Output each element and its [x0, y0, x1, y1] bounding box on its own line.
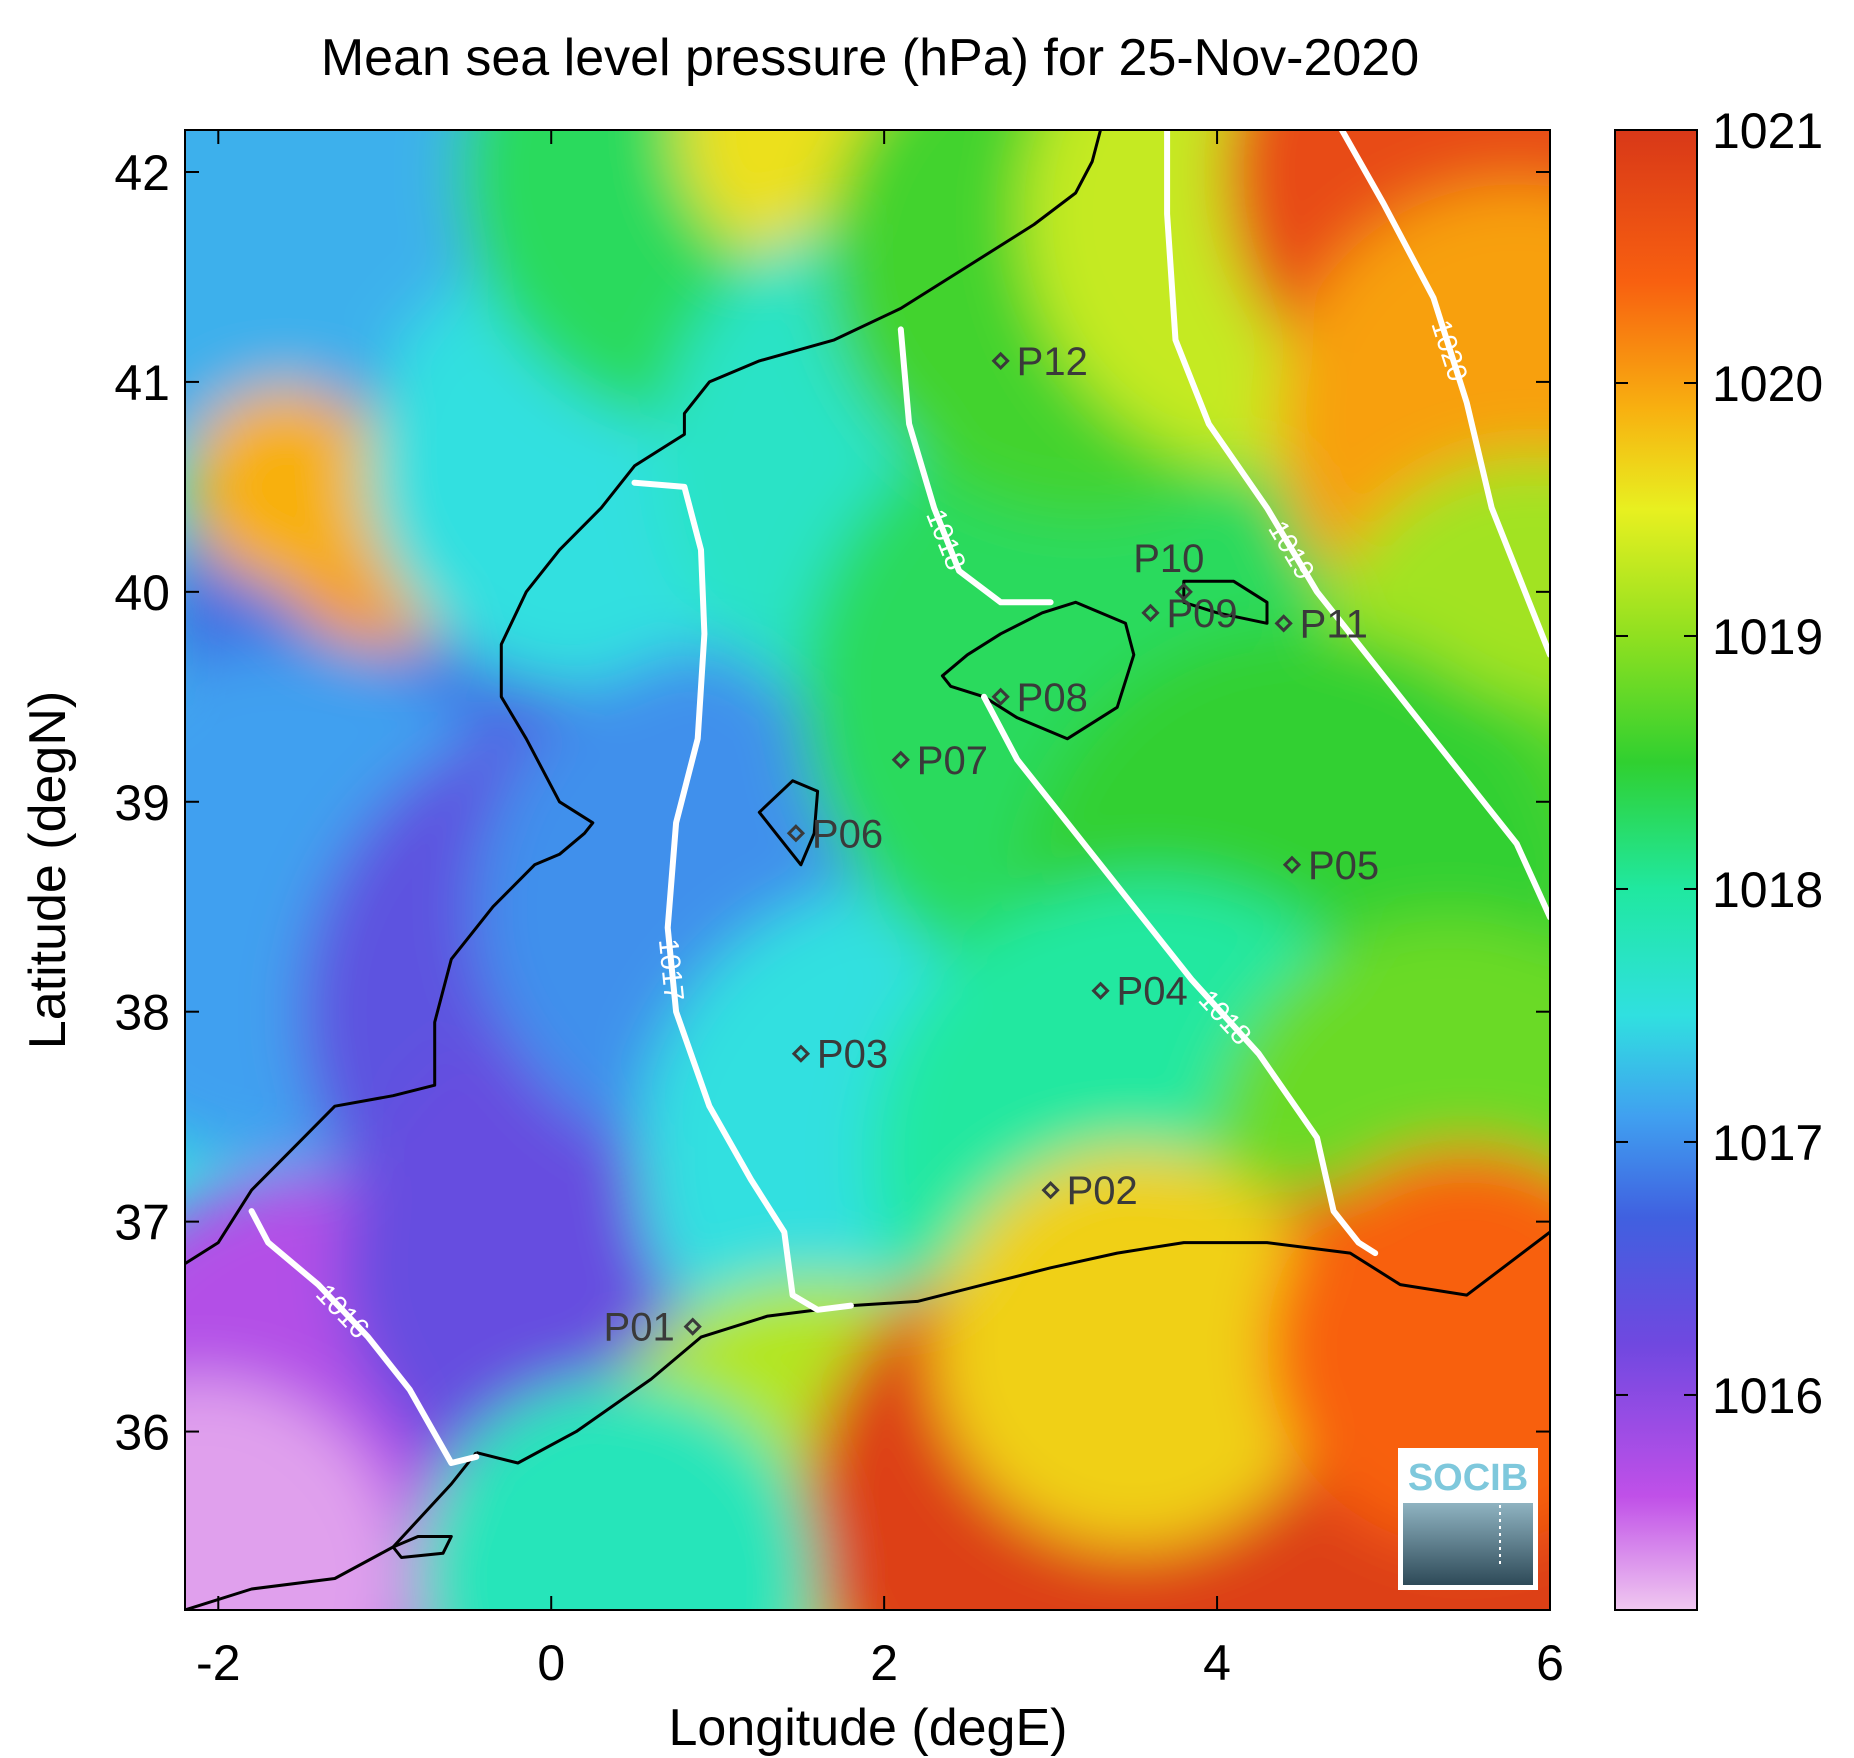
pressure-field — [185, 130, 1550, 1610]
station-layer: P01 P02 P03 P04 P05 P06 P07 P08 P09 P10 P11 P12 — [604, 340, 1380, 1350]
station-marker-icon — [991, 687, 1010, 706]
island-outline — [391, 1535, 453, 1559]
station-p05: P05 — [1282, 844, 1379, 888]
coastline — [185, 130, 1102, 1265]
station-p11: P11 — [1274, 602, 1368, 646]
colorbar-tick-label: 1021 — [1712, 103, 1823, 159]
colorbar: 1016 1017 1018 1019 1020 1021 — [1614, 103, 1823, 1611]
station-label: P04 — [1117, 970, 1188, 1014]
chart-title: Mean sea level pressure (hPa) for 25-Nov… — [321, 29, 1419, 87]
y-tick-label: 42 — [114, 145, 170, 201]
colorbar-tick-label: 1016 — [1712, 1368, 1823, 1424]
station-marker-icon — [1141, 603, 1160, 622]
station-label: P01 — [604, 1306, 675, 1350]
x-axis-label: Longitude (degE) — [669, 1699, 1068, 1757]
isobar-1017: 1017 — [631, 479, 854, 1313]
station-p02: P02 — [1041, 1169, 1138, 1213]
station-p07: P07 — [891, 739, 988, 783]
station-marker-icon — [991, 351, 1010, 371]
isobar-label: 1017 — [653, 937, 690, 1002]
station-p01: P01 — [604, 1306, 702, 1350]
station-p03: P03 — [791, 1033, 888, 1077]
station-label: P11 — [1300, 602, 1368, 646]
y-axis-ticks: 36 37 38 39 40 41 42 — [114, 145, 1550, 1461]
station-marker-icon — [1174, 582, 1193, 601]
station-label: P07 — [917, 739, 988, 783]
station-marker-icon — [1282, 855, 1302, 874]
socib-logo-text: SOCIB — [1408, 1457, 1528, 1499]
y-tick-label: 40 — [114, 565, 170, 621]
y-axis-label: Latitude (degN) — [19, 691, 77, 1049]
y-tick-label: 38 — [114, 985, 170, 1041]
map-frame — [184, 129, 1551, 1611]
colorbar-tick-label: 1020 — [1712, 356, 1823, 412]
colorbar-gradient — [1614, 129, 1698, 1611]
socib-logo-sea — [1403, 1503, 1533, 1585]
station-marker-icon — [683, 1317, 702, 1336]
station-label: P03 — [817, 1033, 888, 1077]
socib-logo: SOCIB — [1398, 1448, 1538, 1590]
station-label: P06 — [812, 812, 883, 856]
colorbar-tick-label: 1019 — [1712, 609, 1823, 665]
station-label: P05 — [1308, 844, 1379, 888]
station-marker-icon — [891, 750, 910, 769]
station-marker-icon — [1091, 981, 1110, 1000]
x-tick-label: 0 — [537, 1635, 565, 1691]
station-marker-icon — [791, 1044, 811, 1063]
x-axis-ticks: -2 0 2 4 6 — [196, 130, 1564, 1691]
station-p04: P04 — [1091, 970, 1188, 1014]
station-label: P12 — [1017, 340, 1088, 384]
colorbar-ticks: 1016 1017 1018 1019 1020 1021 — [1615, 103, 1823, 1424]
coastline — [185, 1451, 478, 1610]
station-marker-icon — [786, 824, 806, 843]
coastline — [475, 1230, 1550, 1465]
x-tick-label: -2 — [196, 1635, 240, 1691]
station-p09: P09 — [1141, 592, 1238, 636]
station-label: P09 — [1166, 592, 1237, 636]
station-marker-icon — [1041, 1181, 1060, 1200]
station-p10: P10 — [1133, 537, 1204, 601]
station-p06: P06 — [786, 812, 883, 856]
x-tick-label: 6 — [1536, 1635, 1564, 1691]
station-label: P08 — [1017, 676, 1088, 720]
station-marker-icon — [1274, 614, 1293, 633]
colorbar-tick-label: 1017 — [1712, 1115, 1823, 1171]
y-tick-label: 36 — [114, 1405, 170, 1461]
y-tick-label: 41 — [114, 355, 170, 411]
y-tick-label: 37 — [114, 1195, 170, 1251]
colorbar-tick-label: 1018 — [1712, 862, 1823, 918]
station-p12: P12 — [991, 340, 1088, 384]
station-p08: P08 — [991, 676, 1088, 720]
island-outline — [1182, 579, 1269, 625]
x-tick-label: 2 — [870, 1635, 898, 1691]
y-tick-label: 39 — [114, 775, 170, 831]
station-label: P02 — [1067, 1169, 1138, 1213]
island-outline — [757, 779, 820, 867]
x-tick-label: 4 — [1203, 1635, 1231, 1691]
station-label: P10 — [1133, 537, 1204, 581]
